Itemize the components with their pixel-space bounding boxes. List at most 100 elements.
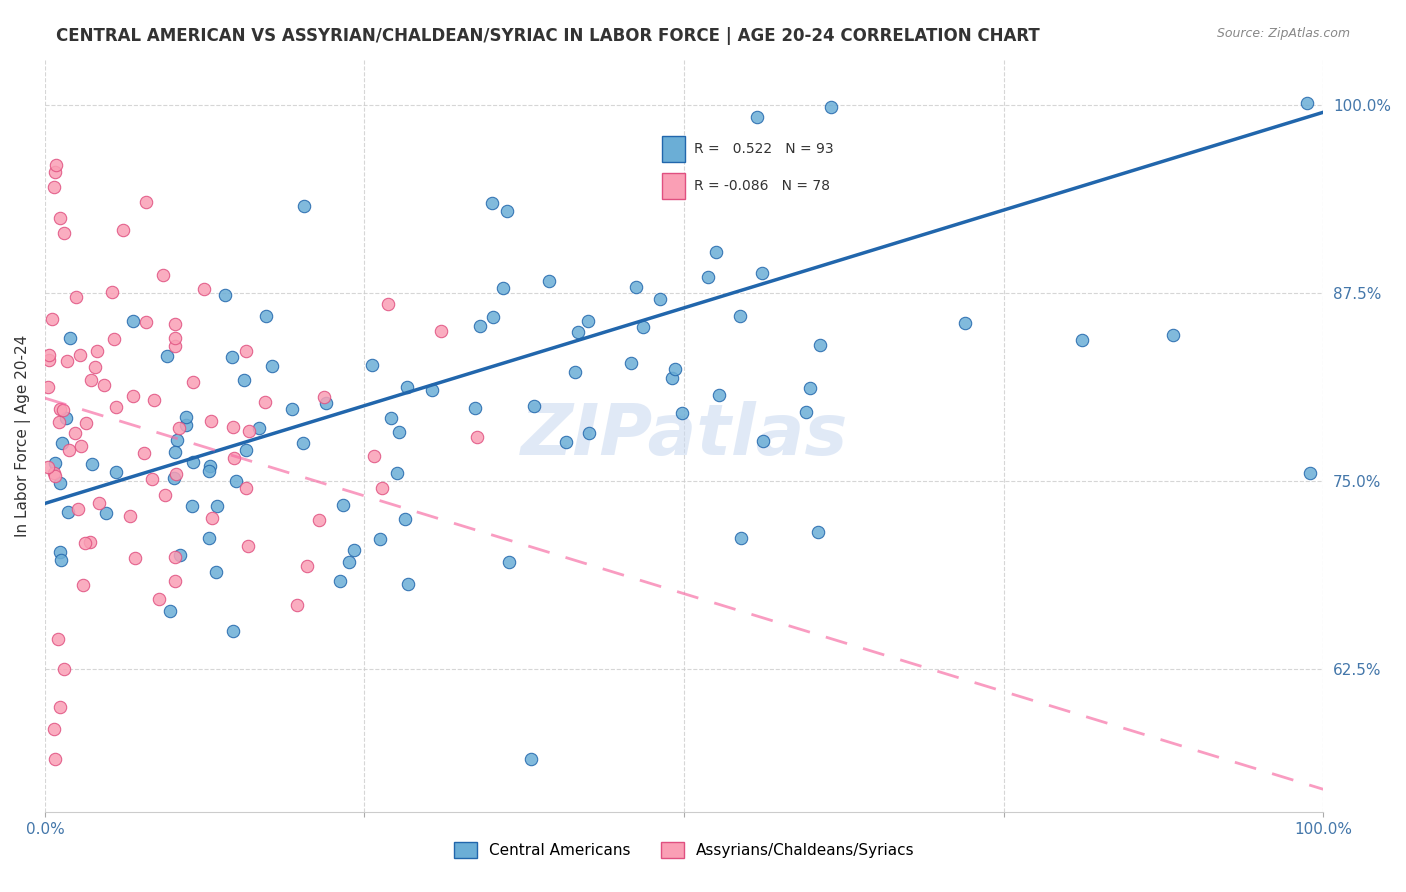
Point	[233, 373, 256, 387]
Point	[671, 406, 693, 420]
Point	[200, 414, 222, 428]
Point	[134, 446, 156, 460]
Point	[101, 285, 124, 300]
Point	[464, 401, 486, 415]
Text: CENTRAL AMERICAN VS ASSYRIAN/CHALDEAN/SYRIAC IN LABOR FORCE | AGE 20-24 CORRELAT: CENTRAL AMERICAN VS ASSYRIAN/CHALDEAN/SY…	[56, 27, 1040, 45]
Point	[180, 500, 202, 514]
Point	[112, 223, 135, 237]
Point	[730, 531, 752, 545]
Text: Source: ZipAtlas.com: Source: ZipAtlas.com	[1216, 27, 1350, 40]
Point	[55, 410, 77, 425]
Point	[49, 699, 72, 714]
Point	[118, 508, 141, 523]
Point	[79, 373, 101, 387]
Point	[167, 421, 190, 435]
Point	[254, 310, 277, 324]
Point	[385, 467, 408, 481]
Y-axis label: In Labor Force | Age 20-24: In Labor Force | Age 20-24	[15, 334, 31, 537]
Point	[65, 290, 87, 304]
Point	[135, 316, 157, 330]
Point	[342, 543, 364, 558]
Point	[38, 353, 60, 368]
Point	[41, 312, 63, 326]
Point	[281, 401, 304, 416]
Point	[254, 394, 277, 409]
Point	[79, 535, 101, 549]
Point	[153, 488, 176, 502]
Point	[314, 390, 336, 404]
Point	[820, 99, 842, 113]
Point	[89, 496, 111, 510]
Point	[396, 380, 419, 394]
Point	[63, 425, 86, 440]
Point	[48, 415, 70, 429]
Text: ZIPatlas: ZIPatlas	[520, 401, 848, 470]
Point	[163, 549, 186, 564]
Point	[221, 350, 243, 364]
Point	[291, 436, 314, 450]
Point	[105, 400, 128, 414]
Point	[222, 420, 245, 434]
Point	[337, 555, 360, 569]
Point	[1163, 328, 1185, 343]
Point	[37, 460, 59, 475]
Point	[624, 280, 647, 294]
Point	[751, 267, 773, 281]
Point	[193, 282, 215, 296]
Point	[247, 421, 270, 435]
Point	[371, 481, 394, 495]
Point	[707, 387, 730, 401]
Point	[104, 465, 127, 479]
Point	[198, 464, 221, 478]
Point	[49, 475, 72, 490]
Point	[498, 555, 520, 569]
Point	[44, 456, 66, 470]
Point	[238, 539, 260, 553]
Point	[51, 435, 73, 450]
Point	[103, 332, 125, 346]
Point	[200, 511, 222, 525]
Point	[578, 425, 600, 440]
Point	[56, 505, 79, 519]
Point	[80, 458, 103, 472]
Point	[159, 604, 181, 618]
Point	[163, 331, 186, 345]
Point	[163, 445, 186, 459]
Point	[285, 598, 308, 612]
Point	[44, 469, 66, 483]
Point	[1299, 467, 1322, 481]
Point	[564, 365, 586, 379]
Point	[156, 349, 179, 363]
Point	[42, 722, 65, 736]
Point	[955, 316, 977, 330]
Point	[697, 269, 720, 284]
Point	[44, 752, 66, 766]
Point	[576, 314, 599, 328]
Point	[495, 204, 517, 219]
Bar	[662, 173, 685, 199]
Point	[235, 481, 257, 495]
Point	[808, 338, 831, 352]
Point	[166, 433, 188, 447]
Point	[59, 330, 82, 344]
Legend: Central Americans, Assyrians/Chaldeans/Syriacs: Central Americans, Assyrians/Chaldeans/S…	[447, 836, 921, 864]
Point	[58, 442, 80, 457]
Point	[49, 401, 72, 416]
Point	[181, 455, 204, 469]
Point	[728, 309, 751, 323]
Point	[222, 450, 245, 465]
Point	[329, 574, 352, 588]
Point	[52, 403, 75, 417]
Point	[163, 470, 186, 484]
Point	[181, 375, 204, 389]
Point	[51, 553, 73, 567]
Point	[38, 348, 60, 362]
Point	[650, 292, 672, 306]
Point	[163, 574, 186, 588]
Point	[163, 317, 186, 331]
Point	[420, 384, 443, 398]
Point	[45, 158, 67, 172]
Point	[44, 165, 66, 179]
Point	[165, 338, 187, 352]
Point	[377, 297, 399, 311]
